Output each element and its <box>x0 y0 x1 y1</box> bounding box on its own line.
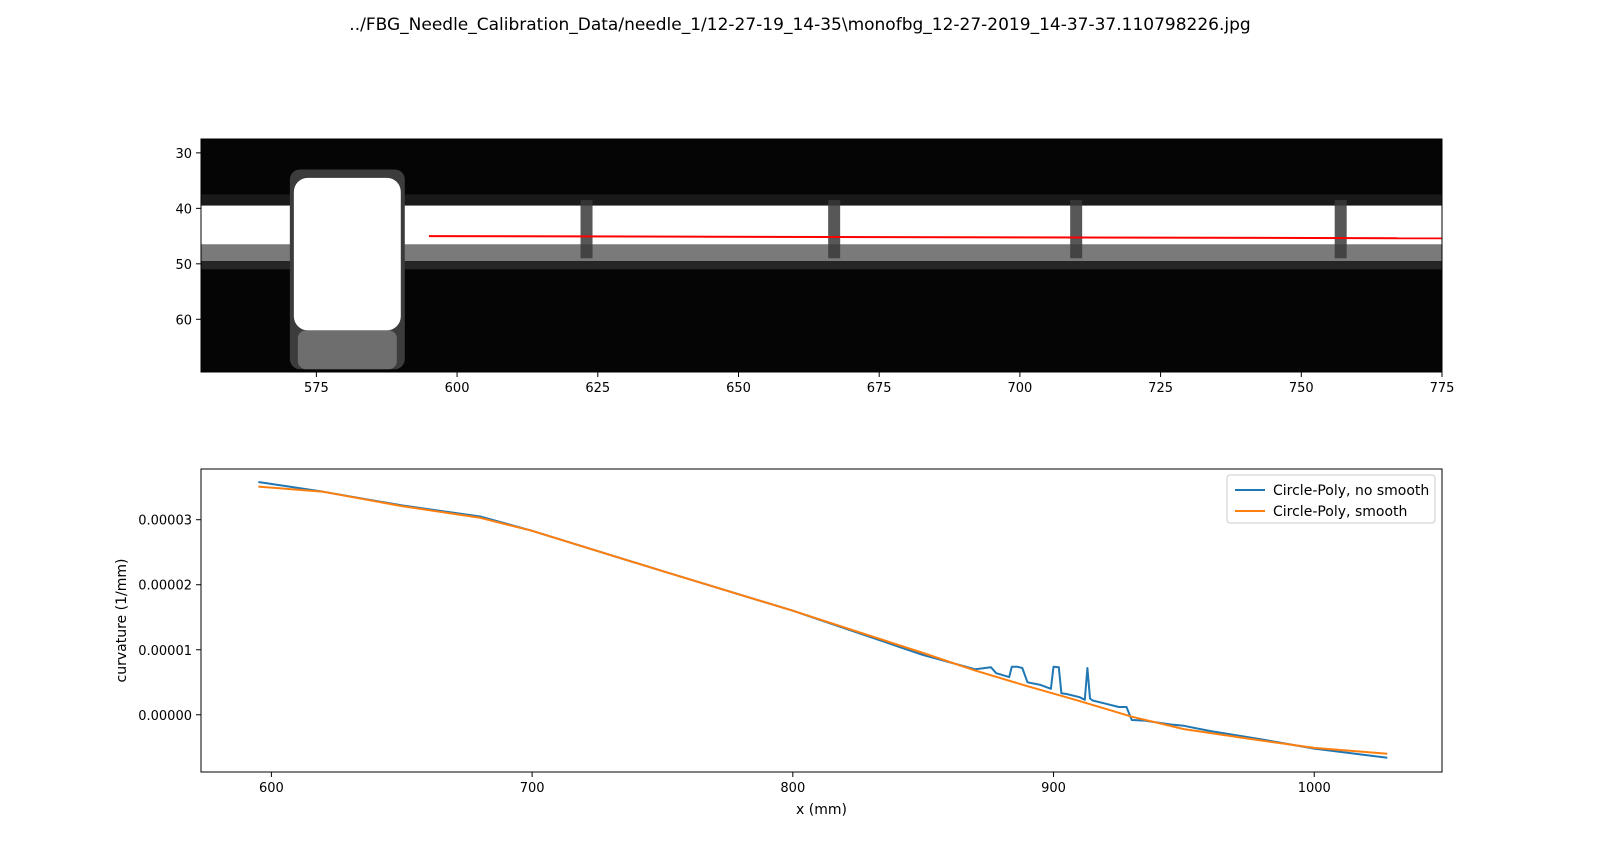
image-frame <box>200 138 1443 373</box>
image-y-tick-label: 60 <box>175 313 192 328</box>
image-x-tick-label: 675 <box>867 381 892 396</box>
curvature-x-tick-label: 900 <box>1041 781 1066 796</box>
curvature-y-tick-label: 0.00000 <box>138 709 192 724</box>
series-line-smooth <box>258 485 1388 755</box>
curvature-y-tick-label: 0.00001 <box>138 644 192 659</box>
curvature-axes: 600 700 800 900 1000 0.00000 0.00001 0.00002 0.0… <box>138 514 1331 796</box>
bright-blob <box>293 177 401 331</box>
needle-lower-edge <box>201 244 1442 262</box>
x-axis-label: x (mm) <box>796 802 847 818</box>
curvature-x-tick-label: 700 <box>520 781 545 796</box>
image-x-tick-label: 775 <box>1430 381 1455 396</box>
curvature-series <box>258 481 1388 759</box>
figure-title: ../FBG_Needle_Calibration_Data/needle_1/… <box>349 15 1250 35</box>
image-x-tick-label: 625 <box>585 381 610 396</box>
legend-label-smooth: Circle-Poly, smooth <box>1273 504 1407 520</box>
image-x-tick-label: 700 <box>1007 381 1032 396</box>
curvature-plot-border <box>200 468 1443 773</box>
y-axis-label: curvature (1/mm) <box>114 559 130 683</box>
curvature-x-tick-label: 800 <box>780 781 805 796</box>
image-y-tick-label: 50 <box>175 258 192 273</box>
legend-label-no-smooth: Circle-Poly, no smooth <box>1273 483 1429 499</box>
legend: Circle-Poly, no smooth Circle-Poly, smoo… <box>1226 474 1436 524</box>
image-x-tick-label: 575 <box>304 381 329 396</box>
grating-notch-2 <box>828 200 841 259</box>
image-x-tick-label: 650 <box>726 381 751 396</box>
image-x-tick-label: 750 <box>1289 381 1314 396</box>
grating-notch-4 <box>1334 200 1347 259</box>
blob-lower-glow <box>297 330 397 370</box>
curvature-panel: 600 700 800 900 1000 0.00000 0.00001 0.00002 0.0… <box>114 468 1443 818</box>
needle-fit-line <box>428 235 1443 240</box>
needle-lower-shadow <box>201 261 1442 270</box>
image-axes: 575 600 625 650 675 700 725 750 775 30 40 50 60 <box>175 147 1454 396</box>
needle-upper-shadow <box>201 194 1442 206</box>
grating-notch-1 <box>580 200 593 259</box>
image-x-tick-label: 725 <box>1148 381 1173 396</box>
curvature-x-tick-label: 1000 <box>1298 781 1331 796</box>
grating-notch-3 <box>1070 200 1083 259</box>
curvature-y-tick-label: 0.00003 <box>138 514 192 529</box>
needle-image <box>201 139 1442 372</box>
legend-box <box>1226 474 1436 524</box>
image-y-tick-label: 40 <box>175 202 192 217</box>
curvature-y-tick-label: 0.00002 <box>138 579 192 594</box>
image-x-tick-label: 600 <box>445 381 470 396</box>
image-panel: 575 600 625 650 675 700 725 750 775 30 40 50 60 <box>175 138 1454 396</box>
image-y-tick-label: 30 <box>175 147 192 162</box>
curvature-x-tick-label: 600 <box>259 781 284 796</box>
